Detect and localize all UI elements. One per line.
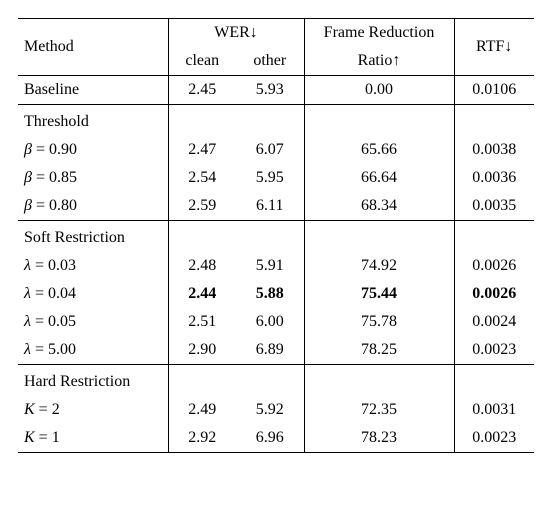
cell-rtf: 0.0023 bbox=[454, 424, 534, 453]
table-row: λ = 5.00 2.90 6.89 78.25 0.0023 bbox=[18, 336, 534, 365]
table-row: K = 1 2.92 6.96 78.23 0.0023 bbox=[18, 424, 534, 453]
table-row: Baseline 2.45 5.93 0.00 0.0106 bbox=[18, 76, 534, 105]
cell-frr: 78.23 bbox=[304, 424, 454, 453]
section-row: Threshold bbox=[18, 105, 534, 137]
header-wer-other: other bbox=[236, 47, 304, 76]
cell-rtf: 0.0026 bbox=[454, 280, 534, 308]
cell-other: 5.91 bbox=[236, 252, 304, 280]
row-param: K = 2 bbox=[18, 396, 168, 424]
cell-frr: 75.44 bbox=[304, 280, 454, 308]
cell-frr: 78.25 bbox=[304, 336, 454, 365]
row-label: Baseline bbox=[18, 76, 168, 105]
cell-rtf: 0.0038 bbox=[454, 136, 534, 164]
cell-rtf: 0.0026 bbox=[454, 252, 534, 280]
row-param: λ = 0.03 bbox=[18, 252, 168, 280]
header-wer-clean: clean bbox=[168, 47, 236, 76]
cell-rtf: 0.0024 bbox=[454, 308, 534, 336]
cell-other: 5.92 bbox=[236, 396, 304, 424]
cell-rtf: 0.0023 bbox=[454, 336, 534, 365]
cell-other: 5.88 bbox=[236, 280, 304, 308]
section-label: Hard Restriction bbox=[18, 365, 168, 397]
section-row: Soft Restriction bbox=[18, 221, 534, 253]
cell-clean: 2.92 bbox=[168, 424, 236, 453]
table-row: λ = 0.03 2.48 5.91 74.92 0.0026 bbox=[18, 252, 534, 280]
cell-frr: 66.64 bbox=[304, 164, 454, 192]
cell-rtf: 0.0036 bbox=[454, 164, 534, 192]
cell-other: 5.93 bbox=[236, 76, 304, 105]
header-method: Method bbox=[18, 19, 168, 76]
cell-other: 6.11 bbox=[236, 192, 304, 221]
cell-clean: 2.48 bbox=[168, 252, 236, 280]
cell-clean: 2.44 bbox=[168, 280, 236, 308]
cell-frr: 65.66 bbox=[304, 136, 454, 164]
header-frr-l2: Ratio↑ bbox=[304, 47, 454, 76]
cell-frr: 72.35 bbox=[304, 396, 454, 424]
cell-frr: 68.34 bbox=[304, 192, 454, 221]
table-row: β = 0.85 2.54 5.95 66.64 0.0036 bbox=[18, 164, 534, 192]
row-param: K = 1 bbox=[18, 424, 168, 453]
cell-clean: 2.51 bbox=[168, 308, 236, 336]
row-param: β = 0.85 bbox=[18, 164, 168, 192]
table-row: λ = 0.04 2.44 5.88 75.44 0.0026 bbox=[18, 280, 534, 308]
section-label: Threshold bbox=[18, 105, 168, 137]
cell-other: 6.89 bbox=[236, 336, 304, 365]
cell-frr: 74.92 bbox=[304, 252, 454, 280]
cell-other: 6.00 bbox=[236, 308, 304, 336]
header-rtf: RTF↓ bbox=[454, 19, 534, 76]
table-row: K = 2 2.49 5.92 72.35 0.0031 bbox=[18, 396, 534, 424]
section-label: Soft Restriction bbox=[18, 221, 168, 253]
cell-rtf: 0.0031 bbox=[454, 396, 534, 424]
cell-frr: 75.78 bbox=[304, 308, 454, 336]
cell-other: 6.96 bbox=[236, 424, 304, 453]
row-param: β = 0.90 bbox=[18, 136, 168, 164]
row-param: λ = 0.04 bbox=[18, 280, 168, 308]
cell-clean: 2.54 bbox=[168, 164, 236, 192]
cell-clean: 2.90 bbox=[168, 336, 236, 365]
cell-clean: 2.59 bbox=[168, 192, 236, 221]
row-param: β = 0.80 bbox=[18, 192, 168, 221]
cell-clean: 2.49 bbox=[168, 396, 236, 424]
section-row: Hard Restriction bbox=[18, 365, 534, 397]
header-frr-l1: Frame Reduction bbox=[304, 19, 454, 48]
cell-clean: 2.47 bbox=[168, 136, 236, 164]
table-row: β = 0.80 2.59 6.11 68.34 0.0035 bbox=[18, 192, 534, 221]
cell-rtf: 0.0035 bbox=[454, 192, 534, 221]
results-table: Method WER↓ Frame Reduction RTF↓ clean o… bbox=[18, 18, 534, 453]
row-param: λ = 5.00 bbox=[18, 336, 168, 365]
cell-other: 6.07 bbox=[236, 136, 304, 164]
header-wer: WER↓ bbox=[168, 19, 304, 48]
cell-clean: 2.45 bbox=[168, 76, 236, 105]
table-row: β = 0.90 2.47 6.07 65.66 0.0038 bbox=[18, 136, 534, 164]
cell-other: 5.95 bbox=[236, 164, 304, 192]
row-param: λ = 0.05 bbox=[18, 308, 168, 336]
cell-rtf: 0.0106 bbox=[454, 76, 534, 105]
cell-frr: 0.00 bbox=[304, 76, 454, 105]
table-row: λ = 0.05 2.51 6.00 75.78 0.0024 bbox=[18, 308, 534, 336]
